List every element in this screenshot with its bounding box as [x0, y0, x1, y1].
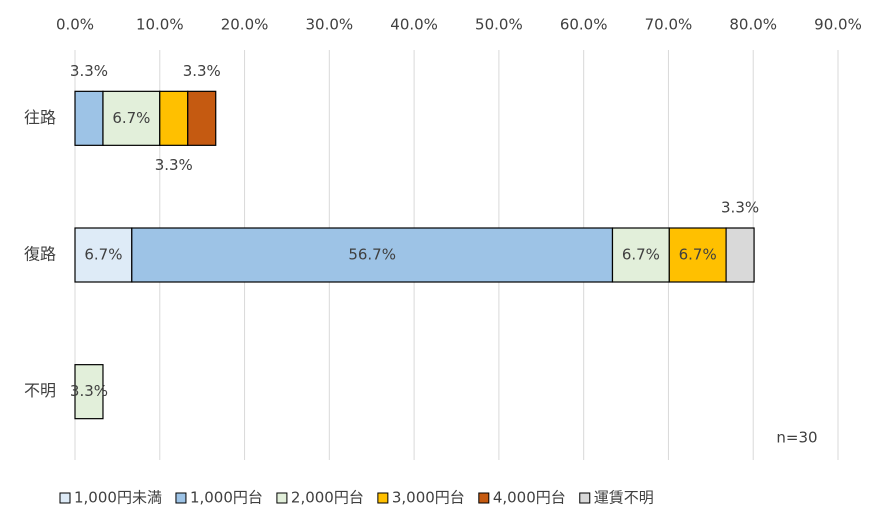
legend-label: 3,000円台	[392, 489, 465, 507]
data-label: 6.7%	[622, 246, 660, 264]
bar-segment	[74, 227, 133, 283]
x-tick-label: 90.0%	[814, 16, 862, 34]
data-label: 3.3%	[721, 199, 759, 217]
x-tick-label: 30.0%	[306, 16, 354, 34]
data-label: 3.3%	[70, 62, 108, 80]
x-tick-label: 20.0%	[221, 16, 269, 34]
data-label: 6.7%	[112, 109, 150, 127]
data-label: 6.7%	[679, 246, 717, 264]
data-label: 3.3%	[155, 156, 193, 174]
data-label: 3.3%	[183, 62, 221, 80]
annotation: n=30	[776, 429, 817, 447]
legend-label: 1,000円未満	[74, 489, 162, 507]
y-tick-label: 不明	[24, 381, 56, 400]
bar-segment	[74, 364, 104, 420]
x-tick-label: 50.0%	[475, 16, 523, 34]
bar-segment	[668, 227, 727, 283]
bar-segment	[187, 90, 217, 146]
x-tick-label: 80.0%	[729, 16, 777, 34]
data-label: 6.7%	[84, 246, 122, 264]
legend-label: 2,000円台	[291, 489, 364, 507]
legend-swatch	[579, 492, 591, 504]
bar-segment	[611, 227, 670, 283]
y-tick-label: 復路	[24, 245, 56, 264]
legend-swatch	[377, 492, 389, 504]
data-label: 56.7%	[348, 246, 396, 264]
x-tick-label: 60.0%	[560, 16, 608, 34]
x-tick-label: 0.0%	[56, 16, 94, 34]
bar-segment	[131, 227, 614, 283]
legend-swatch	[276, 492, 288, 504]
x-tick-label: 10.0%	[136, 16, 184, 34]
x-tick-label: 40.0%	[390, 16, 438, 34]
legend-label: 1,000円台	[190, 489, 263, 507]
legend-swatch	[478, 492, 490, 504]
bar-segment	[725, 227, 755, 283]
legend-label: 4,000円台	[493, 489, 566, 507]
legend-label: 運賃不明	[594, 489, 654, 507]
legend-swatch	[59, 492, 71, 504]
data-label: 3.3%	[70, 382, 108, 400]
x-tick-label: 70.0%	[645, 16, 693, 34]
bar-segment	[74, 90, 104, 146]
y-tick-label: 往路	[24, 108, 56, 127]
legend-swatch	[175, 492, 187, 504]
bar-segment	[159, 90, 189, 146]
